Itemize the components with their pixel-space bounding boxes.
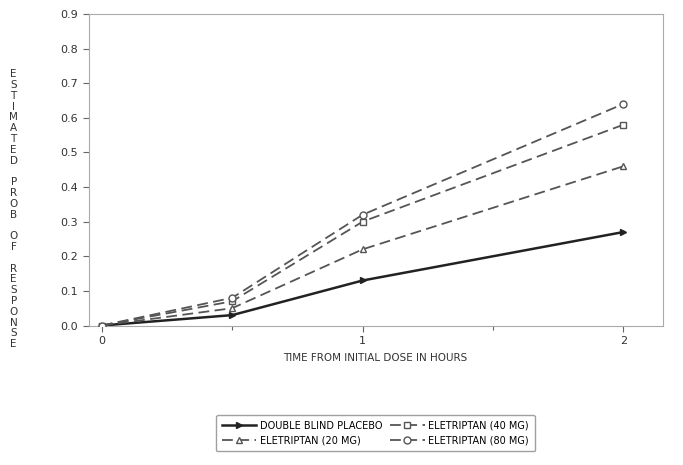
Line: DOUBLE BLIND PLACEBO: DOUBLE BLIND PLACEBO bbox=[98, 229, 627, 329]
ELETRIPTAN (80 MG) bbox=[359, 212, 367, 218]
ELETRIPTAN (40 MG) bbox=[619, 122, 628, 127]
ELETRIPTAN (80 MG) bbox=[98, 323, 106, 328]
ELETRIPTAN (40 MG) bbox=[228, 299, 236, 304]
Text: E
S
T
I
M
A
T
E
D
 
P
R
O
B
 
O
F
 
R
E
S
P
O
N
S
E: E S T I M A T E D P R O B O F R E S P O … bbox=[10, 69, 18, 349]
ELETRIPTAN (20 MG) bbox=[228, 306, 236, 311]
Line: ELETRIPTAN (80 MG): ELETRIPTAN (80 MG) bbox=[98, 100, 627, 329]
DOUBLE BLIND PLACEBO bbox=[619, 229, 628, 235]
Legend: DOUBLE BLIND PLACEBO, ELETRIPTAN (20 MG), ELETRIPTAN (40 MG), ELETRIPTAN (80 MG): DOUBLE BLIND PLACEBO, ELETRIPTAN (20 MG)… bbox=[217, 415, 535, 452]
ELETRIPTAN (80 MG) bbox=[228, 295, 236, 300]
DOUBLE BLIND PLACEBO bbox=[98, 323, 106, 328]
ELETRIPTAN (40 MG) bbox=[359, 219, 367, 225]
Line: ELETRIPTAN (40 MG): ELETRIPTAN (40 MG) bbox=[98, 121, 627, 329]
X-axis label: TIME FROM INITIAL DOSE IN HOURS: TIME FROM INITIAL DOSE IN HOURS bbox=[283, 353, 468, 363]
ELETRIPTAN (40 MG) bbox=[98, 323, 106, 328]
ELETRIPTAN (80 MG) bbox=[619, 101, 628, 107]
Line: ELETRIPTAN (20 MG): ELETRIPTAN (20 MG) bbox=[98, 163, 627, 329]
ELETRIPTAN (20 MG) bbox=[98, 323, 106, 328]
DOUBLE BLIND PLACEBO bbox=[228, 312, 236, 318]
ELETRIPTAN (20 MG) bbox=[359, 246, 367, 252]
ELETRIPTAN (20 MG) bbox=[619, 164, 628, 169]
DOUBLE BLIND PLACEBO bbox=[359, 278, 367, 283]
